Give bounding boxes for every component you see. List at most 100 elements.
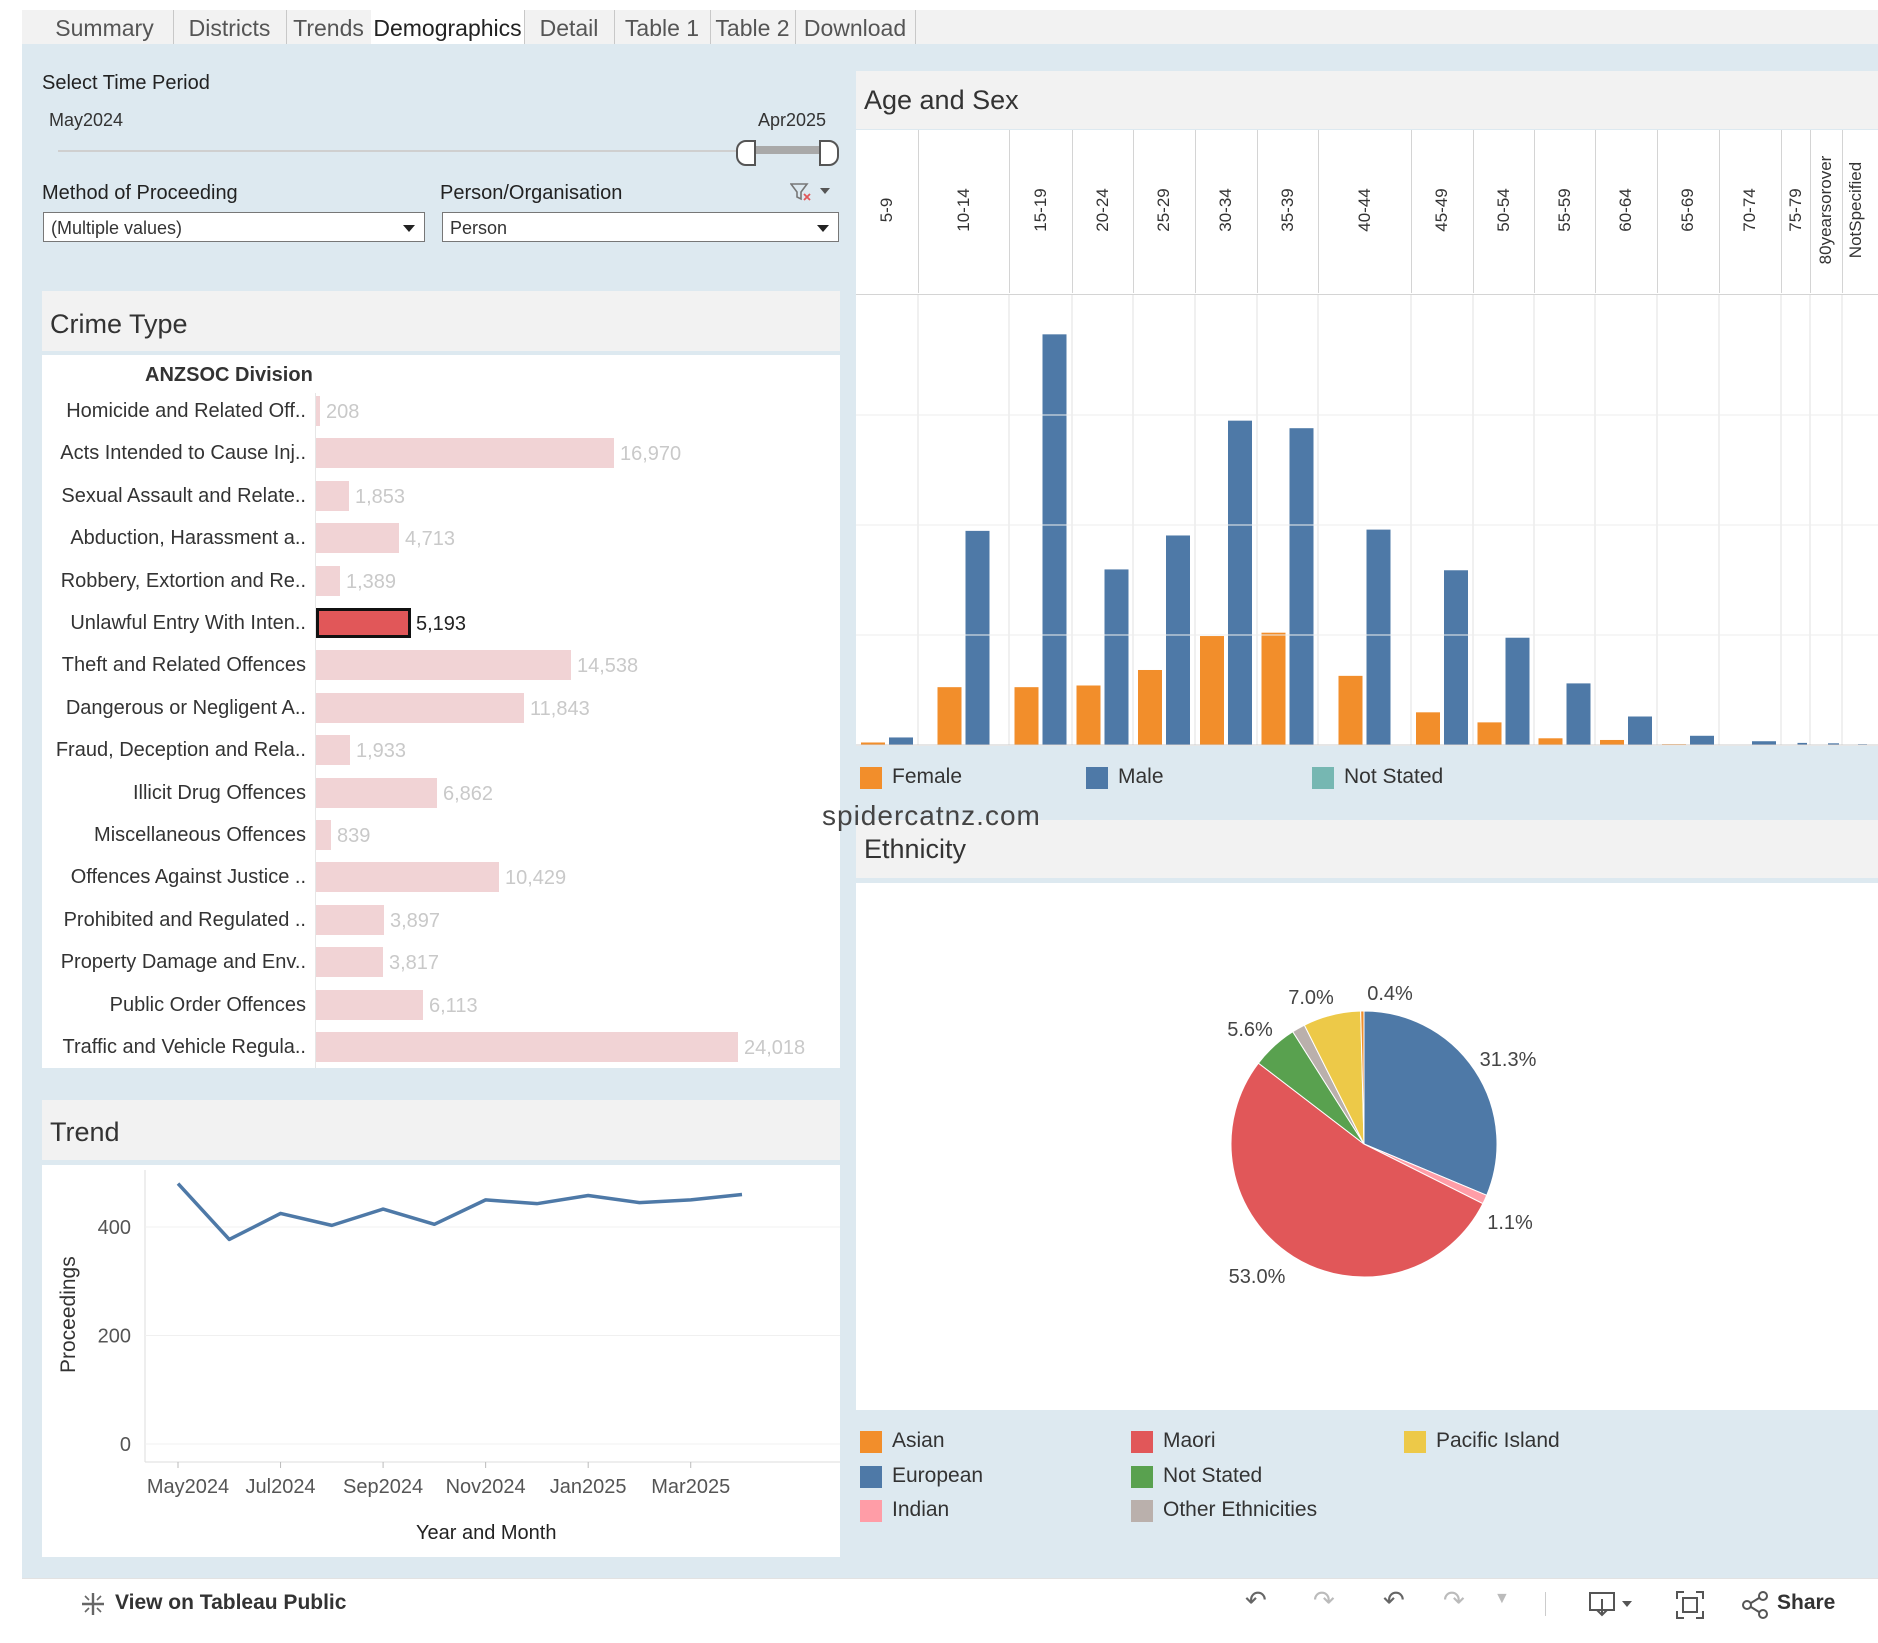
ethnicity-legend-swatch[interactable]: [1131, 1431, 1153, 1453]
female-bar: [1339, 676, 1363, 745]
ethnicity-legend-swatch[interactable]: [1404, 1431, 1426, 1453]
chevron-down-icon[interactable]: ▼: [1494, 1590, 1510, 1608]
method-filter-label: Method of Proceeding: [42, 182, 238, 205]
crime-type-bar[interactable]: [316, 693, 524, 723]
crime-type-bar[interactable]: [316, 735, 350, 765]
age-header-divider: [1473, 130, 1474, 293]
tab-districts[interactable]: Districts: [173, 10, 287, 46]
tableau-logo-icon: [78, 1589, 108, 1624]
age-sex-legend-swatch[interactable]: [1086, 767, 1108, 789]
trend-x-tick-label: Jan2025: [550, 1476, 627, 1498]
crime-type-bar[interactable]: [316, 1032, 738, 1062]
crime-type-row-label: Acts Intended to Cause Inj..: [40, 442, 306, 465]
age-header-divider: [1195, 130, 1196, 293]
tab-summary[interactable]: Summary: [36, 10, 174, 46]
time-slider-track[interactable]: [58, 150, 828, 152]
share-button[interactable]: Share: [1777, 1591, 1835, 1615]
crime-type-bar-value: 1,933: [356, 740, 406, 763]
age-header-divider: [1009, 130, 1010, 293]
crime-type-row-label: Offences Against Justice ..: [40, 866, 306, 889]
crime-type-bar-value: 6,113: [429, 995, 478, 1018]
crime-type-bar[interactable]: [316, 947, 383, 977]
crime-type-bar[interactable]: [316, 905, 384, 935]
age-group-label: 50-54: [1494, 150, 1514, 270]
crime-type-bar[interactable]: [316, 481, 349, 511]
age-sex-bar-chart: [856, 295, 1878, 746]
pie-slice-label: 5.6%: [1227, 1019, 1273, 1041]
crime-type-bar[interactable]: [316, 438, 614, 468]
ethnicity-legend-label: Asian: [892, 1429, 945, 1453]
female-bar: [1416, 712, 1440, 745]
download-icon[interactable]: [1588, 1591, 1636, 1624]
male-bar: [1228, 421, 1252, 745]
tab-table-2[interactable]: Table 2: [710, 10, 796, 46]
age-header-divider: [1842, 130, 1843, 293]
view-on-tableau-public-link[interactable]: View on Tableau Public: [115, 1591, 346, 1615]
crime-type-row-label: Traffic and Vehicle Regula..: [40, 1036, 306, 1059]
undo-icon[interactable]: ↶: [1245, 1585, 1267, 1616]
ethnicity-legend-label: European: [892, 1464, 983, 1488]
method-dropdown[interactable]: (Multiple values): [43, 212, 425, 242]
redo-icon[interactable]: ↷: [1313, 1585, 1335, 1616]
ethnicity-legend-swatch[interactable]: [860, 1500, 882, 1522]
time-start-label: May2024: [49, 110, 123, 131]
male-bar: [1444, 570, 1468, 745]
tab-demographics[interactable]: Demographics: [371, 10, 525, 47]
crime-type-bar[interactable]: [316, 566, 340, 596]
pie-slice-label: 31.3%: [1480, 1049, 1537, 1071]
ethnicity-legend-label: Indian: [892, 1498, 949, 1522]
age-group-label: 80yearsorover: [1816, 150, 1836, 270]
crime-type-bar[interactable]: [316, 608, 411, 638]
male-bar: [966, 531, 990, 745]
crime-type-bar-value: 1,389: [346, 571, 396, 594]
tab-detail[interactable]: Detail: [524, 10, 615, 46]
crime-type-bar[interactable]: [316, 862, 499, 892]
crime-type-bar[interactable]: [316, 523, 399, 553]
toolbar-divider: [1545, 1592, 1546, 1616]
ethnicity-legend-swatch[interactable]: [1131, 1466, 1153, 1488]
crime-type-bar[interactable]: [316, 650, 571, 680]
ethnicity-legend-swatch[interactable]: [860, 1466, 882, 1488]
ethnicity-legend-swatch[interactable]: [860, 1431, 882, 1453]
crime-type-row-label: Unlawful Entry With Inten..: [40, 612, 306, 635]
tab-table-1[interactable]: Table 1: [614, 10, 711, 46]
pie-slice-label: 0.4%: [1367, 983, 1413, 1005]
trend-y-tick-label: 200: [98, 1326, 131, 1348]
person-dropdown-value: Person: [450, 218, 507, 238]
share-icon[interactable]: [1741, 1591, 1769, 1624]
time-slider-start-handle[interactable]: [736, 140, 756, 166]
crime-type-row-label: Homicide and Related Off..: [40, 400, 306, 423]
trend-y-axis-label: Proceedings: [57, 1256, 81, 1373]
crime-type-bar-value: 10,429: [505, 867, 566, 890]
age-header-divider: [918, 130, 919, 293]
refresh-icon[interactable]: ↷: [1443, 1585, 1465, 1616]
crime-type-bar-value: 6,862: [443, 783, 493, 806]
crime-type-row-label: Robbery, Extortion and Re..: [40, 570, 306, 593]
trend-x-tick-label: Mar2025: [651, 1476, 730, 1498]
age-sex-legend-swatch[interactable]: [860, 767, 882, 789]
tab-download[interactable]: Download: [795, 10, 916, 46]
female-bar: [1077, 685, 1101, 745]
male-bar: [1752, 741, 1776, 745]
fullscreen-icon[interactable]: [1675, 1590, 1705, 1625]
crime-type-bar[interactable]: [316, 820, 331, 850]
ethnicity-legend-swatch[interactable]: [1131, 1500, 1153, 1522]
watermark: spidercatnz.com: [822, 800, 1041, 832]
crime-type-row-label: Illicit Drug Offences: [40, 782, 306, 805]
tab-trends[interactable]: Trends: [286, 10, 372, 46]
ethnicity-legend-label: Maori: [1163, 1429, 1216, 1453]
time-slider-end-handle[interactable]: [819, 140, 839, 166]
crime-type-bar[interactable]: [316, 990, 423, 1020]
filter-clear-icon[interactable]: [790, 182, 832, 207]
pie-slice-label: 53.0%: [1229, 1266, 1286, 1288]
time-slider-range: [745, 146, 825, 154]
revert-icon[interactable]: ↶: [1383, 1585, 1405, 1616]
female-bar: [1262, 633, 1286, 745]
ethnicity-legend-label: Other Ethnicities: [1163, 1498, 1317, 1522]
crime-type-row-label: Dangerous or Negligent A..: [40, 697, 306, 720]
crime-type-bar[interactable]: [316, 778, 437, 808]
person-dropdown[interactable]: Person: [442, 212, 839, 242]
crime-type-bar[interactable]: [316, 396, 320, 426]
age-sex-legend-swatch[interactable]: [1312, 767, 1334, 789]
chevron-down-icon: [403, 225, 415, 232]
